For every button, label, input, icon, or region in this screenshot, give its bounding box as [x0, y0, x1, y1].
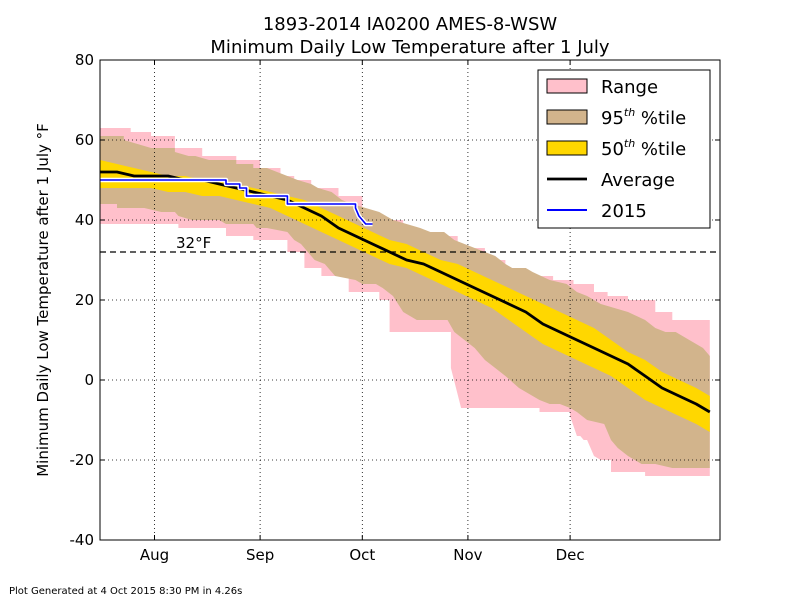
reference-line-label: 32°F [176, 234, 211, 252]
y-tick-label: -40 [70, 531, 95, 549]
chart-bands [100, 128, 710, 476]
legend-95th-swatch [546, 109, 588, 125]
legend: Range 95th %tile 50th %tile Average 2015 [537, 69, 711, 229]
legend-95th-label: 95th %tile [601, 106, 686, 129]
y-axis-label: Minimum Daily Low Temperature after 1 Ju… [34, 123, 52, 477]
x-tick-label: Oct [349, 546, 375, 564]
legend-range-label: Range [601, 77, 658, 98]
legend-50th-swatch [546, 140, 588, 156]
footer-text: Plot Generated at 4 Oct 2015 8:30 PM in … [9, 586, 243, 597]
x-tick-label: Nov [453, 546, 482, 564]
y-tick-label: -20 [70, 451, 95, 469]
y-tick-label: 20 [75, 291, 94, 309]
y-tick-label: 60 [75, 131, 94, 149]
chart-title: 1893-2014 IA0200 AMES-8-WSW [263, 14, 558, 35]
legend-2015-label: 2015 [601, 201, 647, 222]
legend-range-swatch [546, 78, 588, 94]
legend-average-label: Average [601, 170, 675, 191]
chart-lines [100, 170, 711, 414]
chart-subtitle: Minimum Daily Low Temperature after 1 Ju… [210, 37, 610, 58]
band-95th-tile [100, 136, 710, 468]
x-tick-label: Sep [246, 546, 274, 564]
x-tick-label: Aug [140, 546, 169, 564]
y-tick-label: 40 [75, 211, 94, 229]
x-tick-label: Dec [556, 546, 585, 564]
band-50th-tile [100, 160, 710, 432]
axis-ticks: -40 -20 0 20 40 60 80 Aug Sep Oct Nov Dec [70, 51, 720, 564]
series-2015 [100, 179, 373, 225]
y-tick-label: 0 [84, 371, 94, 389]
reference-line: 32°F [100, 234, 720, 253]
legend-50th-label: 50th %tile [601, 137, 686, 160]
y-tick-label: 80 [75, 51, 94, 69]
